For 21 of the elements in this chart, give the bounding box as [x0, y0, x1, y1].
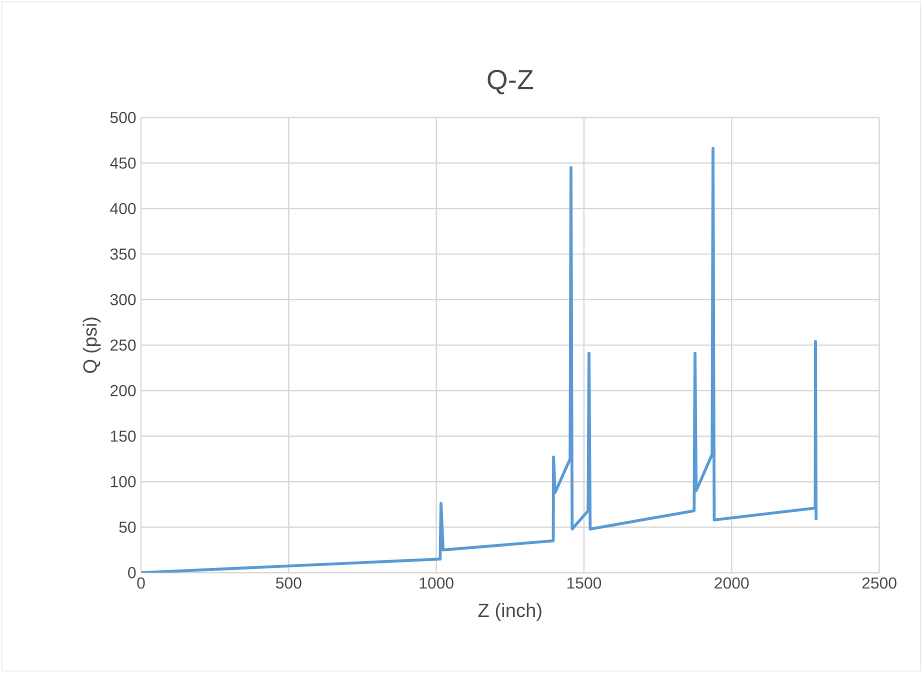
- y-axis-title: Q (psi): [82, 318, 101, 373]
- x-tick-label: 0: [137, 577, 145, 589]
- x-axis-title: Z (inch): [478, 603, 542, 622]
- y-tick-label: 0: [128, 567, 136, 578]
- line-series: [141, 147, 818, 573]
- x-tick-label: 2000: [714, 577, 749, 589]
- y-tick-label: 50: [119, 522, 136, 533]
- y-tick-label: 400: [110, 203, 136, 214]
- y-tick-label: 150: [110, 430, 136, 442]
- y-tick-label: 200: [110, 385, 136, 396]
- y-tick-label: 100: [110, 476, 136, 488]
- y-tick-label: 300: [110, 294, 136, 306]
- y-tick-label: 450: [110, 158, 136, 169]
- x-tick-label: 1000: [420, 577, 454, 589]
- y-tick-label: 350: [110, 248, 136, 260]
- y-tick-label: 250: [110, 340, 136, 351]
- chart-title: Q-Z: [488, 70, 533, 94]
- x-tick-label: 500: [276, 577, 302, 589]
- x-tick-label: 2500: [862, 577, 896, 589]
- y-tick-label: 500: [110, 112, 136, 124]
- x-tick-label: 1500: [567, 577, 602, 589]
